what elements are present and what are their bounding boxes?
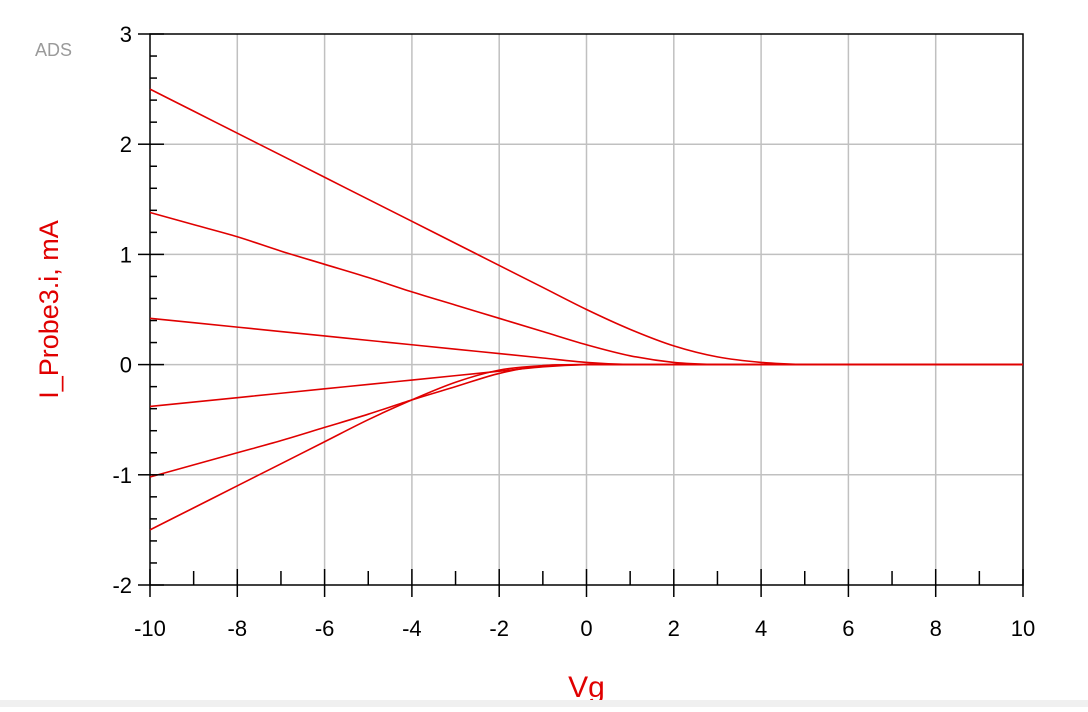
x-tick-label: 2 [668,616,680,641]
axis-ticks [138,33,1024,597]
x-tick-label: 6 [842,616,854,641]
x-tick-label: -10 [134,616,166,641]
x-axis-title: Vg [568,671,605,704]
axis-labels: -10 -8 -6 -4 -2 0 2 4 6 8 10-2-10123VgI_Probe3.i, … [34,22,1035,704]
y-tick-label: 2 [120,132,132,157]
series-line-6 [149,363,1023,531]
y-tick-label: -1 [112,463,132,488]
y-tick-label: 3 [120,22,132,47]
x-tick-label: -4 [402,616,422,641]
y-tick-label: -2 [112,573,132,598]
x-tick-label: -6 [315,616,335,641]
series-group [149,88,1023,531]
x-tick-label: 10 [1011,616,1035,641]
ads-watermark: ADS [35,40,73,60]
bottom-strip [0,700,1088,707]
x-tick-label: 4 [755,616,767,641]
x-tick-label: -2 [489,616,509,641]
y-axis-title: I_Probe3.i, mA [34,220,64,399]
y-tick-label: 1 [120,242,132,267]
y-tick-label: 0 [120,353,132,378]
x-tick-label: 0 [580,616,592,641]
x-tick-label: 8 [930,616,942,641]
x-tick-label: -8 [228,616,248,641]
